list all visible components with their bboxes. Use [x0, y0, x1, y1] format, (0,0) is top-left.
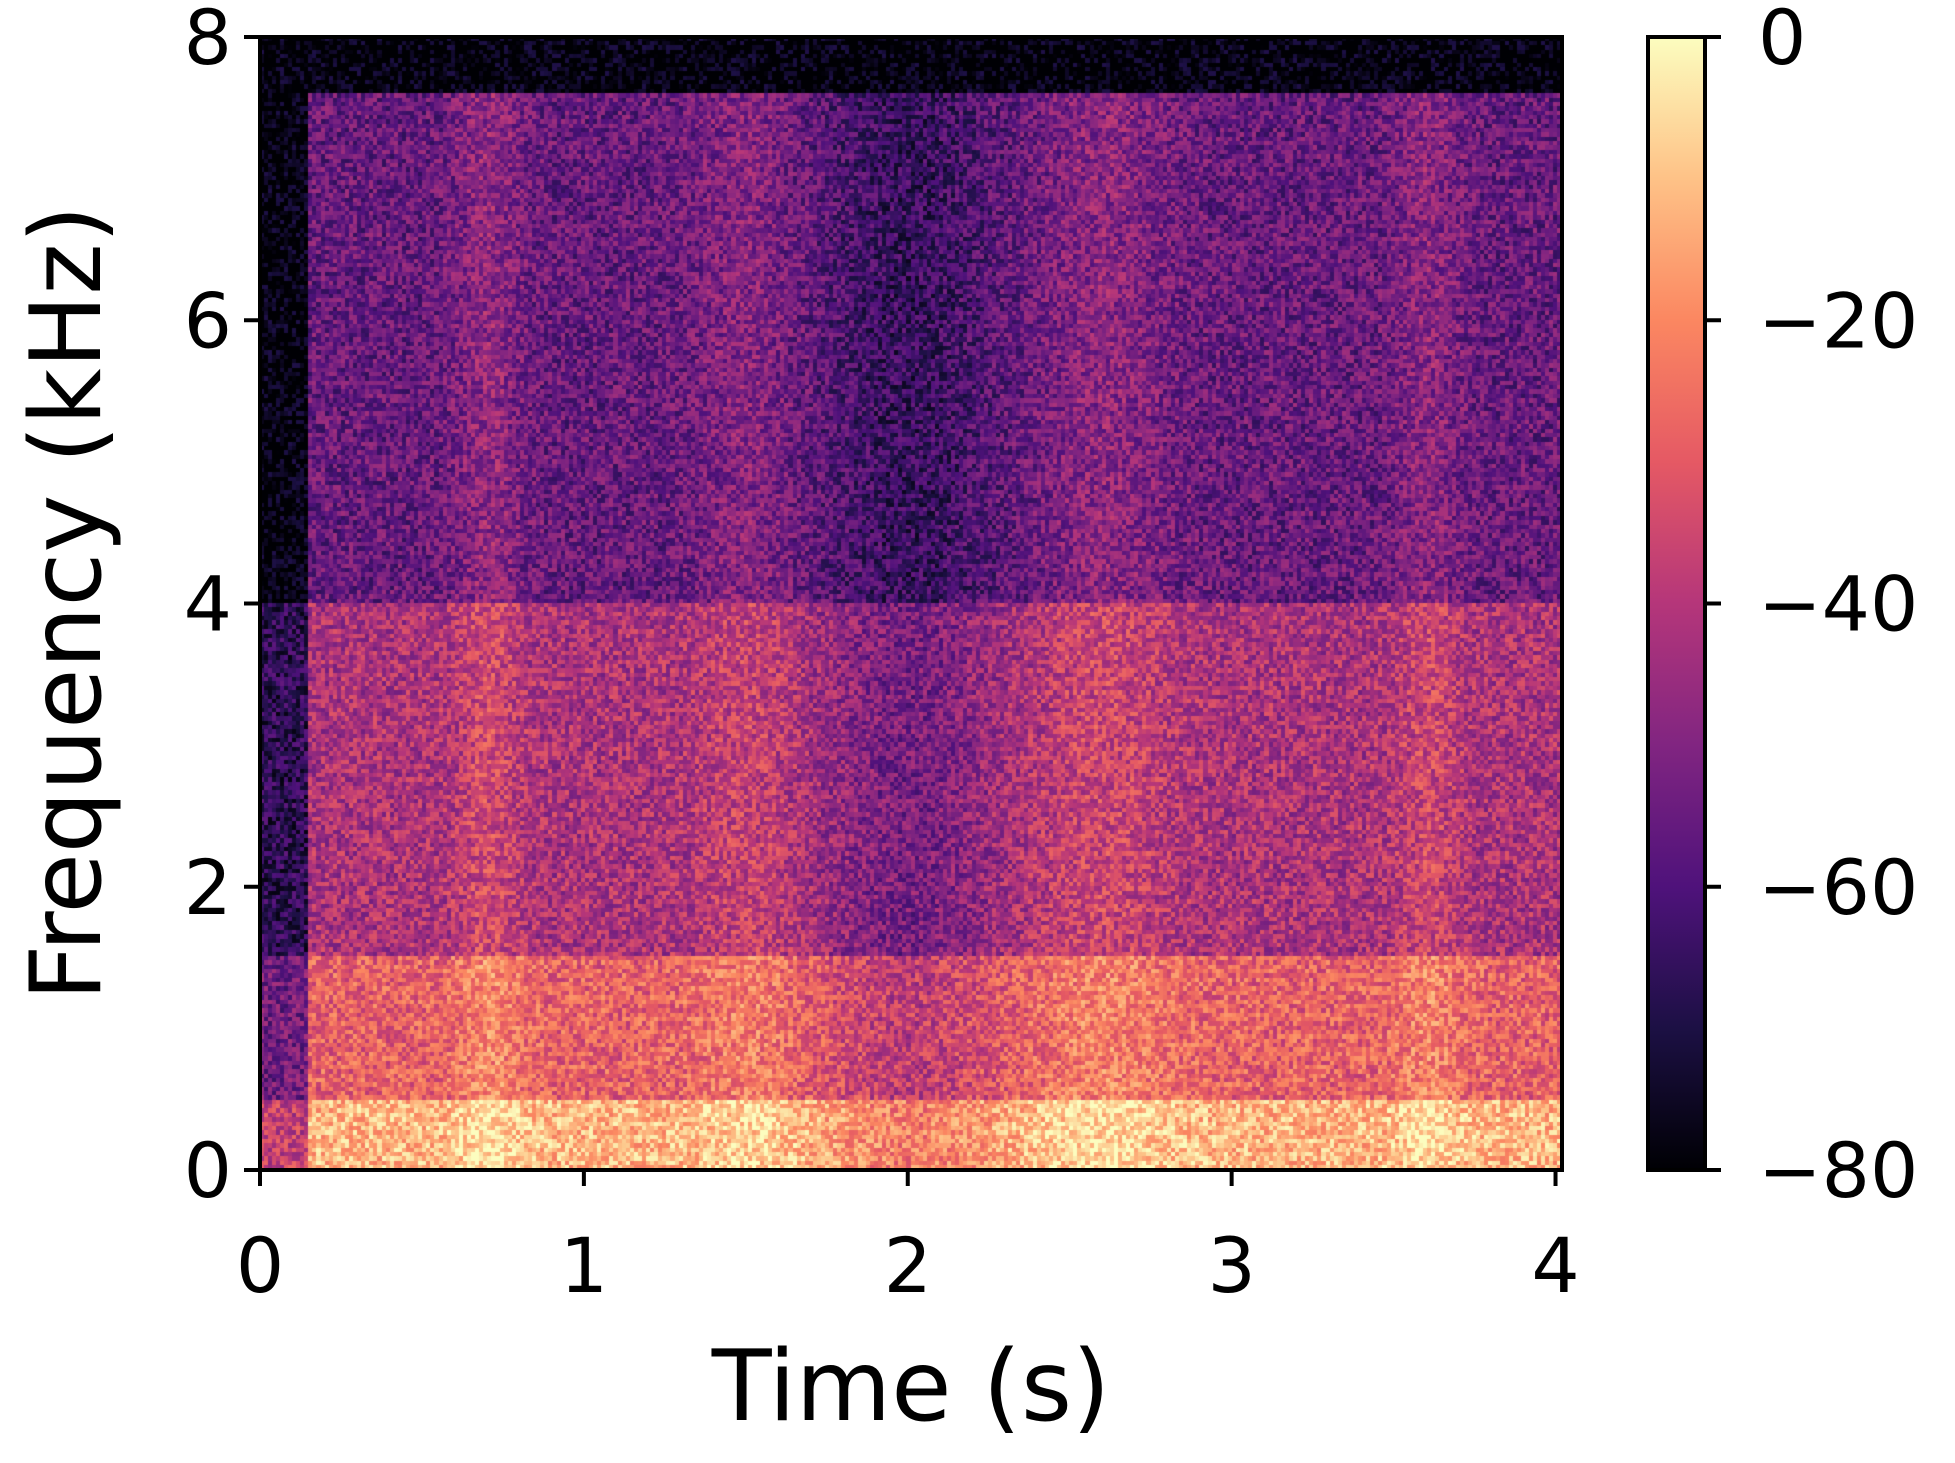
colorbar-tick-label: −60: [1758, 843, 1918, 932]
y-tick-label: 2: [184, 843, 232, 932]
x-axis: 0 1 2 3 4: [236, 1170, 1580, 1310]
y-axis: 0 2 4 6 8: [184, 0, 260, 1215]
y-tick-label: 0: [184, 1126, 232, 1215]
colorbar-tick-label: −20: [1758, 276, 1918, 365]
colorbar-tick-label: 0: [1758, 0, 1806, 82]
x-tick-label: 0: [236, 1221, 284, 1310]
colorbar-ticks: 0 −20 −40 −60 −80: [1705, 0, 1918, 1215]
colorbar-tick-label: −80: [1758, 1126, 1918, 1215]
colorbar: [1648, 37, 1705, 1170]
x-tick-label: 2: [884, 1221, 932, 1310]
y-tick-label: 8: [184, 0, 232, 82]
y-tick-label: 6: [184, 276, 232, 365]
x-axis-label: Time (s): [711, 1330, 1111, 1444]
spectrogram-image: [260, 37, 1562, 1170]
x-tick-label: 1: [560, 1221, 608, 1310]
x-tick-label: 4: [1531, 1221, 1579, 1310]
colorbar-tick-label: −40: [1758, 560, 1918, 649]
x-tick-label: 3: [1207, 1221, 1255, 1310]
y-axis-label: Frequency (kHz): [10, 205, 124, 1001]
y-tick-label: 4: [184, 560, 232, 649]
